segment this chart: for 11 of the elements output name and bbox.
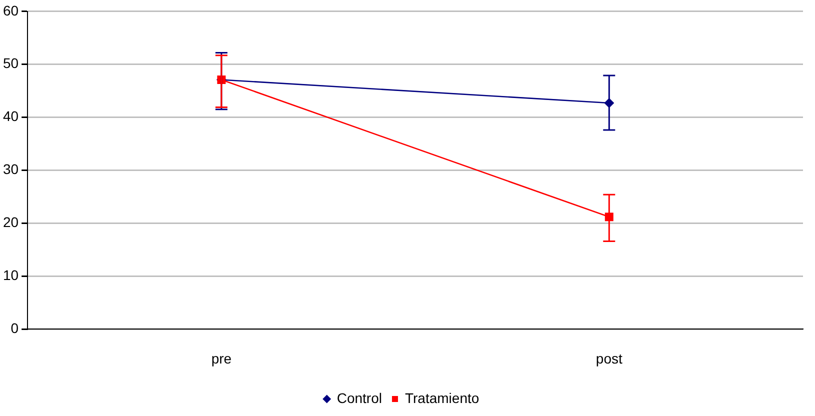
y-tick-label: 50	[2, 55, 19, 72]
y-tick-label: 30	[2, 161, 19, 178]
x-tick-label: pre	[211, 350, 232, 366]
y-tick-label: 10	[2, 267, 19, 284]
legend-label: Tratamiento	[404, 390, 480, 406]
y-tick-label: 0	[10, 320, 19, 336]
x-tick-label: post	[596, 350, 622, 366]
legend-label: Control	[336, 390, 382, 406]
y-tick-label: 60	[2, 2, 19, 18]
y-tick-label: 20	[2, 214, 19, 230]
y-tick-label: 40	[2, 108, 19, 124]
